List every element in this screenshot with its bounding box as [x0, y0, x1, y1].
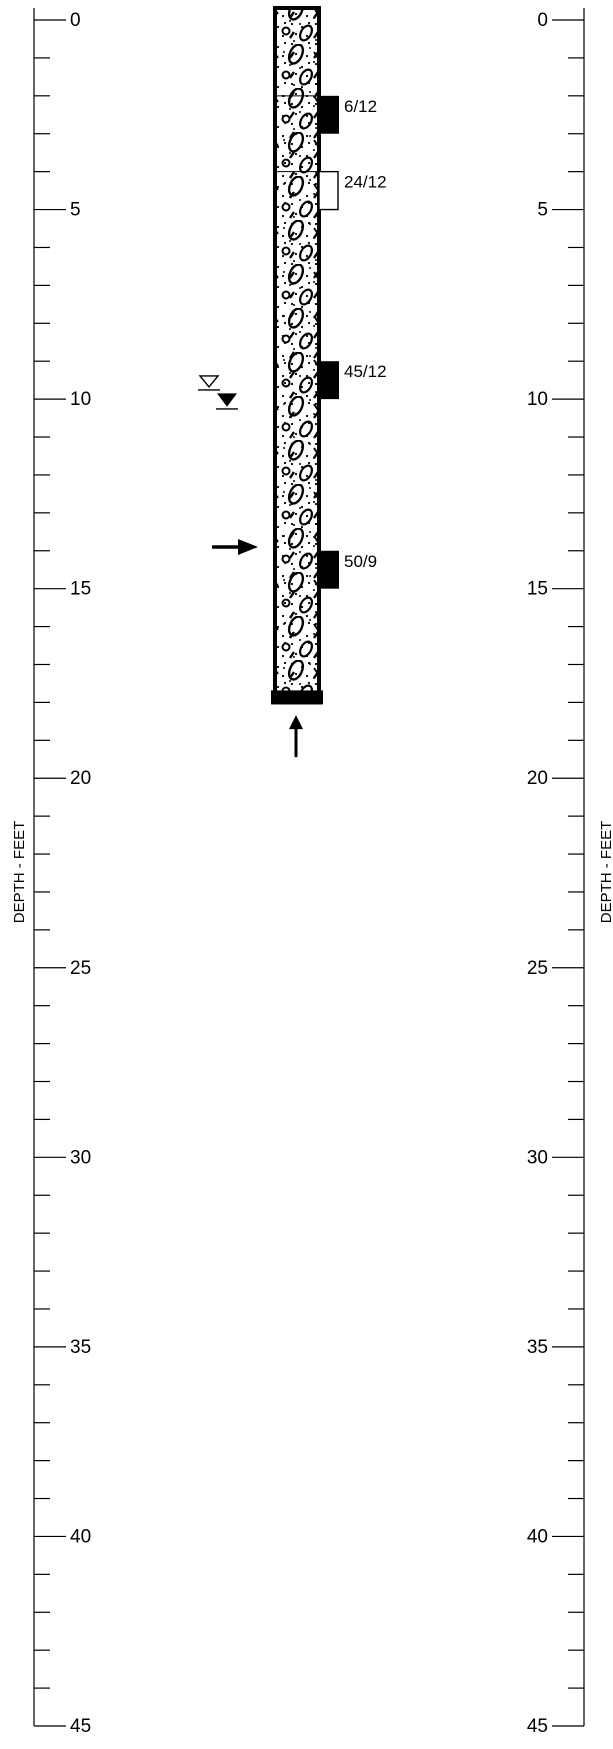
right-depth-label: 25 — [527, 958, 548, 979]
left-depth-label: 25 — [70, 958, 91, 979]
left-depth-label: 15 — [70, 579, 91, 600]
right-depth-label: 15 — [527, 579, 548, 600]
right-depth-label: 0 — [537, 10, 548, 31]
left-axis-title: DEPTH - FEET — [11, 821, 28, 924]
water-level-open-icon — [198, 375, 220, 389]
right-depth-label: 45 — [527, 1716, 548, 1737]
right-depth-label: 20 — [527, 768, 548, 789]
left-depth-label: 40 — [70, 1526, 91, 1547]
sample-solid-marker — [319, 95, 339, 134]
left-depth-label: 0 — [70, 10, 81, 31]
sample-blow-count-label: 6/12 — [344, 97, 377, 116]
sample-blow-count-label: 50/9 — [344, 552, 377, 571]
left-depth-label: 5 — [70, 200, 81, 221]
right-depth-label: 30 — [527, 1147, 548, 1168]
left-depth-label: 35 — [70, 1337, 91, 1358]
right-depth-label: 35 — [527, 1337, 548, 1358]
right-depth-label: 40 — [527, 1526, 548, 1547]
right-arrow-icon — [238, 538, 258, 555]
boring-symbols — [198, 375, 303, 758]
sample-blow-count-label: 45/12 — [344, 362, 387, 381]
sample-open-marker — [318, 170, 339, 211]
right-depth-scale: 0 5 10 15 20 25 30 35 40 45 — [527, 8, 585, 1737]
left-depth-label: 45 — [70, 1716, 91, 1737]
left-depth-scale: 0 5 10 15 20 25 30 35 40 45 — [33, 8, 91, 1737]
sample-solid-marker — [319, 550, 339, 589]
left-depth-label: 30 — [70, 1147, 91, 1168]
left-depth-label: 10 — [70, 389, 91, 410]
water-level-filled-icon — [217, 393, 237, 407]
sample-intervals: 6/12 24/12 45/12 50/9 — [318, 95, 387, 589]
boring-bottom-cap — [271, 690, 323, 705]
sample-solid-marker — [319, 361, 339, 400]
sample-blow-count-label: 24/12 — [344, 173, 387, 192]
right-axis-title: DEPTH - FEET — [598, 821, 613, 924]
left-depth-label: 20 — [70, 768, 91, 789]
right-depth-label: 5 — [537, 200, 548, 221]
boring-column — [271, 6, 323, 705]
right-depth-label: 10 — [527, 389, 548, 410]
sand-pattern-fill — [275, 8, 319, 703]
up-arrow-icon — [289, 715, 303, 730]
